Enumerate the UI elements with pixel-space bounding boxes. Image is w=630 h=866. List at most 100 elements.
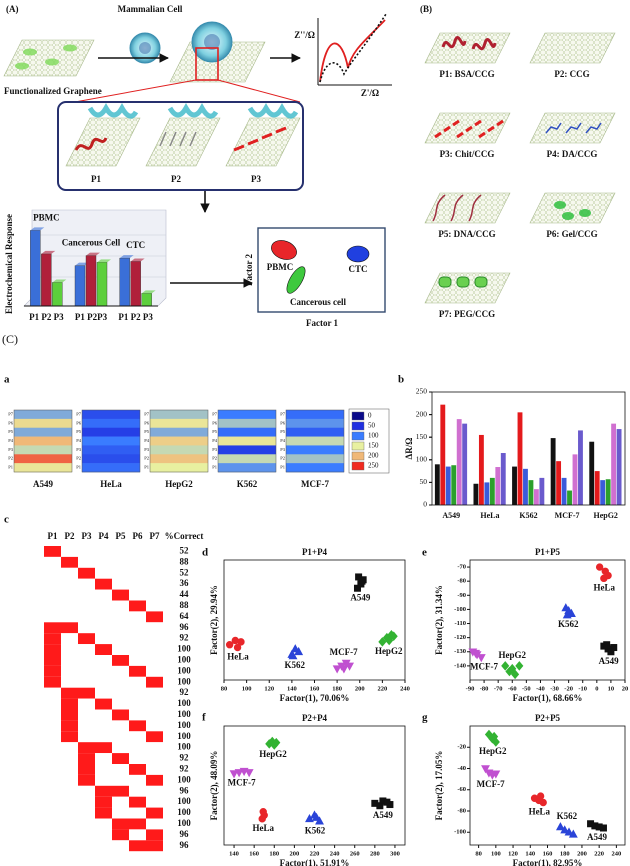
cluster: [271, 240, 297, 260]
matrix-cell: [129, 785, 146, 797]
score: 96: [180, 622, 190, 632]
bar: [462, 423, 468, 505]
point: [389, 631, 398, 642]
matrix-cell: [129, 611, 146, 623]
x-tick-label: 140: [229, 850, 239, 857]
group-label: CTC: [126, 240, 145, 250]
point: [568, 829, 578, 838]
matrix-cell: [129, 578, 146, 590]
series-label: HepG2: [479, 746, 507, 756]
protein: [167, 102, 219, 119]
matrix-cell: [146, 600, 163, 612]
probe-mol: [450, 194, 464, 222]
score: 88: [180, 556, 190, 566]
series-label: A549: [373, 810, 393, 820]
heat-cell: [82, 454, 140, 464]
matrix-cell: [112, 709, 129, 721]
series-label: HepG2: [499, 650, 527, 660]
axis-label: Factor(2), 29.94%: [209, 585, 219, 655]
score: 100: [177, 644, 191, 654]
y-tick-label: -130: [454, 648, 466, 655]
panel-label: c: [4, 514, 9, 526]
column-label: %Correct: [165, 531, 204, 541]
panel-label: a: [4, 374, 10, 386]
score: 36: [180, 578, 190, 588]
row-label: P2: [144, 456, 149, 461]
score: 100: [177, 720, 191, 730]
matrix-cell: [61, 655, 78, 666]
point: [505, 666, 514, 677]
series-label: A549: [350, 592, 370, 602]
bar: [451, 465, 457, 505]
colorbar-swatch: [351, 461, 365, 471]
matrix-cell: [112, 622, 129, 634]
bar: [561, 477, 567, 505]
matrix-cell: [129, 731, 146, 743]
graphene-title: Functionalized Graphene: [4, 86, 102, 96]
matrix-cell: [146, 840, 163, 852]
matrix-cell: [44, 753, 61, 764]
x-tick-label: 10: [608, 685, 615, 692]
probe-mol: [456, 276, 470, 288]
matrix-cell: [129, 556, 146, 568]
bar-top: [75, 262, 89, 266]
y-tick-label: -40: [457, 765, 466, 772]
cell-nucleus: [139, 42, 151, 54]
x-tick-label: 140: [287, 685, 297, 692]
matrix-cell: [146, 567, 163, 579]
matrix-cell: [61, 556, 78, 568]
bar-top: [97, 259, 111, 263]
y-tick-label: 250: [416, 387, 428, 396]
matrix-cell: [146, 676, 163, 688]
matrix-cell: [61, 753, 78, 764]
x-tick-label: 120: [264, 685, 274, 692]
score: 100: [177, 655, 191, 665]
point: [376, 802, 384, 810]
cell-spot: [15, 62, 29, 70]
point: [259, 807, 267, 816]
row-label: P1: [212, 465, 217, 470]
row-label: P4: [76, 438, 82, 443]
matrix-cell: [44, 764, 61, 775]
matrix-cell: [61, 840, 78, 852]
matrix-cell: [95, 796, 112, 808]
matrix-cell: [95, 774, 112, 786]
axis-label: Factor 2: [244, 253, 254, 286]
heat-cell: [286, 463, 344, 473]
point: [358, 577, 366, 585]
bar: [484, 482, 490, 505]
matrix-cell: [112, 578, 129, 590]
panel-label: g: [422, 712, 428, 724]
point: [225, 641, 234, 649]
plot-frame: [223, 559, 406, 681]
series-label: HeLa: [252, 823, 274, 833]
matrix-cell: [112, 644, 129, 655]
point: [603, 641, 611, 649]
matrix-cell: [44, 687, 61, 699]
axis-label: Electrochemical Response: [4, 214, 14, 314]
cluster-label: Cancerous cell: [290, 297, 347, 307]
row-label: P1: [144, 465, 149, 470]
matrix-cell: [44, 556, 61, 568]
matrix-cell: [78, 840, 95, 852]
score: 88: [180, 600, 190, 610]
x-tick-label: 80: [221, 685, 228, 692]
x-tick-label: HepG2: [593, 511, 617, 520]
zoom-line: [74, 79, 197, 103]
colorbar-label: 50: [368, 422, 376, 430]
probe-mol: [579, 209, 591, 217]
matrix-cell: [78, 687, 95, 699]
cluster: [346, 245, 370, 263]
point: [471, 649, 481, 659]
matrix-cell: [112, 676, 129, 688]
row-label: P3: [212, 447, 218, 452]
matrix-cell: [95, 567, 112, 579]
matrix-cell: [146, 753, 163, 764]
matrix-cell: [146, 698, 163, 710]
colorbar-swatch: [351, 421, 365, 431]
matrix-cell: [44, 633, 61, 645]
y-tick-label: -60: [457, 786, 466, 793]
matrix-cell: [78, 709, 95, 721]
series-label: K562: [557, 811, 578, 821]
matrix-cell: [44, 840, 61, 852]
